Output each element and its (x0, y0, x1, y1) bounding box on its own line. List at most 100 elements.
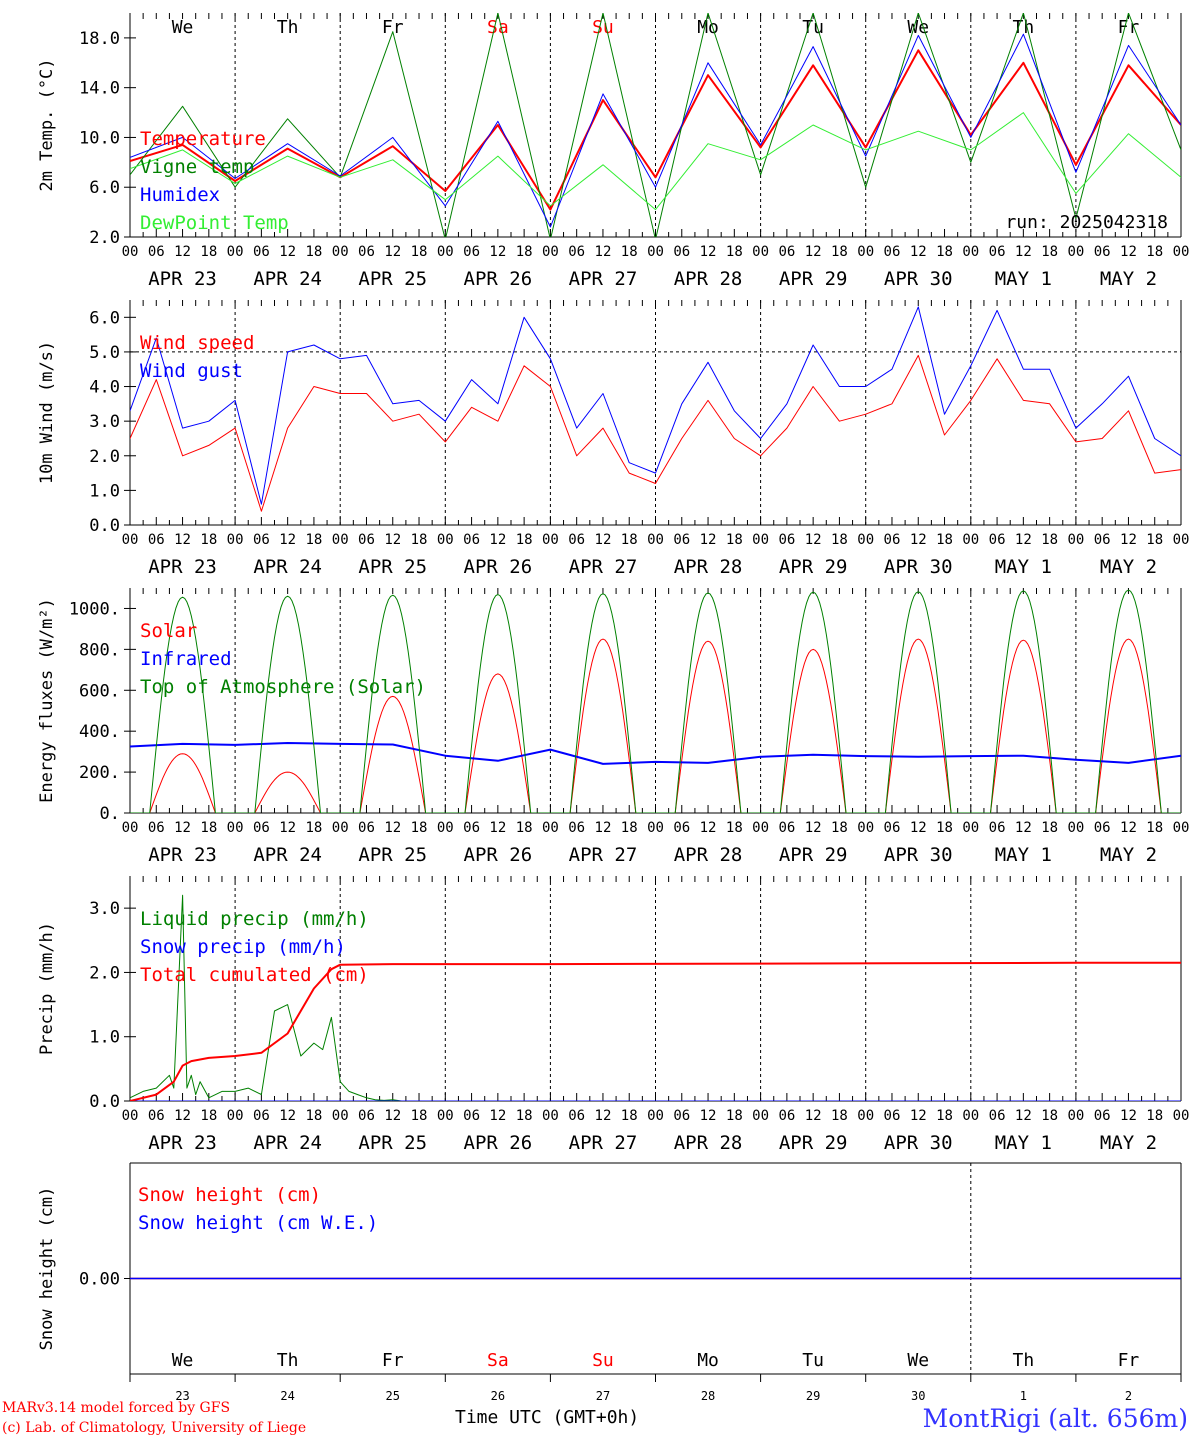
y-tick-label: 2.0 (89, 963, 120, 983)
legend-entry: Snow precip (mm/h) (140, 936, 346, 958)
hour-tick-label: 06 (989, 1108, 1006, 1124)
hour-tick-label: 18 (1146, 244, 1163, 260)
day-name-label: We (907, 1350, 929, 1371)
hour-tick-label: 06 (463, 1108, 480, 1124)
hour-tick-label: 00 (542, 532, 559, 548)
hour-tick-label: 00 (542, 1108, 559, 1124)
hour-tick-label: 00 (752, 244, 769, 260)
hour-tick-label: 18 (411, 532, 428, 548)
date-label: APR 25 (358, 556, 427, 578)
date-label: MAY 1 (995, 1132, 1052, 1154)
hour-tick-label: 18 (1146, 532, 1163, 548)
y-tick-label: 6.0 (89, 308, 120, 328)
hour-tick-label: 18 (621, 1108, 638, 1124)
hour-tick-label: 06 (778, 1108, 795, 1124)
hour-tick-label: 00 (962, 820, 979, 836)
y-axis-label: 10m Wind (m/s) (37, 341, 57, 484)
date-label: APR 28 (674, 1132, 743, 1154)
y-tick-label: 0.0 (89, 516, 120, 536)
hour-tick-label: 12 (489, 244, 506, 260)
legend-entry: Wind speed (140, 332, 254, 354)
hour-tick-label: 00 (1173, 1108, 1190, 1124)
hour-tick-label: 12 (805, 820, 822, 836)
hour-tick-label: 18 (936, 532, 953, 548)
y-axis-label: Snow height (cm) (37, 1187, 57, 1351)
y-tick-label: 0. (100, 804, 120, 824)
hour-tick-label: 18 (305, 244, 322, 260)
date-label: APR 25 (358, 844, 427, 866)
hour-tick-label: 18 (726, 1108, 743, 1124)
hour-tick-label: 18 (305, 820, 322, 836)
day-name-label: We (172, 17, 194, 38)
hour-tick-label: 06 (463, 820, 480, 836)
y-tick-label: 600. (79, 681, 120, 701)
hour-tick-label: 00 (857, 820, 874, 836)
hour-tick-label: 06 (884, 244, 901, 260)
hour-tick-label: 00 (1173, 532, 1190, 548)
hour-tick-label: 18 (1041, 1108, 1058, 1124)
legend-entry: Liquid precip (mm/h) (140, 908, 369, 930)
hour-tick-label: 12 (174, 532, 191, 548)
legend-entry: Infrared (140, 648, 232, 670)
day-number-label: 27 (596, 1389, 610, 1403)
hour-tick-label: 00 (857, 1108, 874, 1124)
hour-tick-label: 00 (122, 820, 139, 836)
hour-tick-label: 00 (122, 1108, 139, 1124)
hour-tick-label: 00 (752, 532, 769, 548)
y-tick-label: 3.0 (89, 899, 120, 919)
hour-tick-label: 12 (489, 820, 506, 836)
hour-tick-label: 06 (1094, 820, 1111, 836)
hour-tick-label: 00 (542, 820, 559, 836)
day-name-label: Mo (697, 17, 719, 38)
hour-tick-label: 12 (384, 820, 401, 836)
y-tick-label: 14.0 (79, 79, 120, 99)
hour-tick-label: 00 (1173, 244, 1190, 260)
hour-tick-label: 12 (279, 820, 296, 836)
date-label: APR 25 (358, 268, 427, 290)
y-tick-label: 2.0 (89, 228, 120, 248)
hour-tick-label: 12 (279, 1108, 296, 1124)
hour-tick-label: 18 (936, 820, 953, 836)
day-name-label: Th (277, 1350, 299, 1371)
hour-tick-label: 12 (384, 244, 401, 260)
hour-tick-label: 06 (253, 532, 270, 548)
legend-entry: Top of Atmosphere (Solar) (140, 676, 426, 698)
hour-tick-label: 06 (148, 1108, 165, 1124)
legend-entry: Snow height (cm W.E.) (138, 1212, 378, 1234)
hour-tick-label: 12 (700, 532, 717, 548)
hour-tick-label: 06 (673, 820, 690, 836)
day-name-label: Fr (382, 17, 404, 38)
hour-tick-label: 00 (647, 820, 664, 836)
hour-tick-label: 00 (542, 244, 559, 260)
date-label: APR 30 (884, 268, 953, 290)
hour-tick-label: 06 (673, 532, 690, 548)
date-label: APR 27 (569, 844, 638, 866)
hour-tick-label: 06 (989, 532, 1006, 548)
hour-tick-label: 06 (989, 820, 1006, 836)
y-tick-label: 0.0 (89, 1092, 120, 1112)
hour-tick-label: 06 (884, 820, 901, 836)
hour-tick-label: 12 (910, 1108, 927, 1124)
day-number-label: 28 (701, 1389, 715, 1403)
date-label: APR 28 (674, 268, 743, 290)
hour-tick-label: 18 (1041, 532, 1058, 548)
hour-tick-label: 18 (831, 1108, 848, 1124)
hour-tick-label: 12 (700, 244, 717, 260)
legend-entry: Temperature (140, 128, 266, 150)
date-label: APR 29 (779, 556, 848, 578)
hour-tick-label: 12 (489, 532, 506, 548)
date-label: APR 26 (464, 268, 533, 290)
y-axis-label: Energy fluxes (W/m²) (37, 598, 57, 803)
hour-tick-label: 12 (1120, 532, 1137, 548)
legend-entry: Total cumulated (cm) (140, 964, 369, 986)
hour-tick-label: 00 (857, 532, 874, 548)
date-label: APR 23 (148, 556, 217, 578)
date-label: APR 29 (779, 844, 848, 866)
y-tick-label: 2.0 (89, 447, 120, 467)
day-number-label: 29 (806, 1389, 820, 1403)
hour-tick-label: 18 (1041, 244, 1058, 260)
legend-entry: Humidex (140, 184, 220, 206)
date-label: APR 24 (253, 844, 322, 866)
day-name-label: Th (1013, 1350, 1035, 1371)
date-label: APR 26 (464, 556, 533, 578)
